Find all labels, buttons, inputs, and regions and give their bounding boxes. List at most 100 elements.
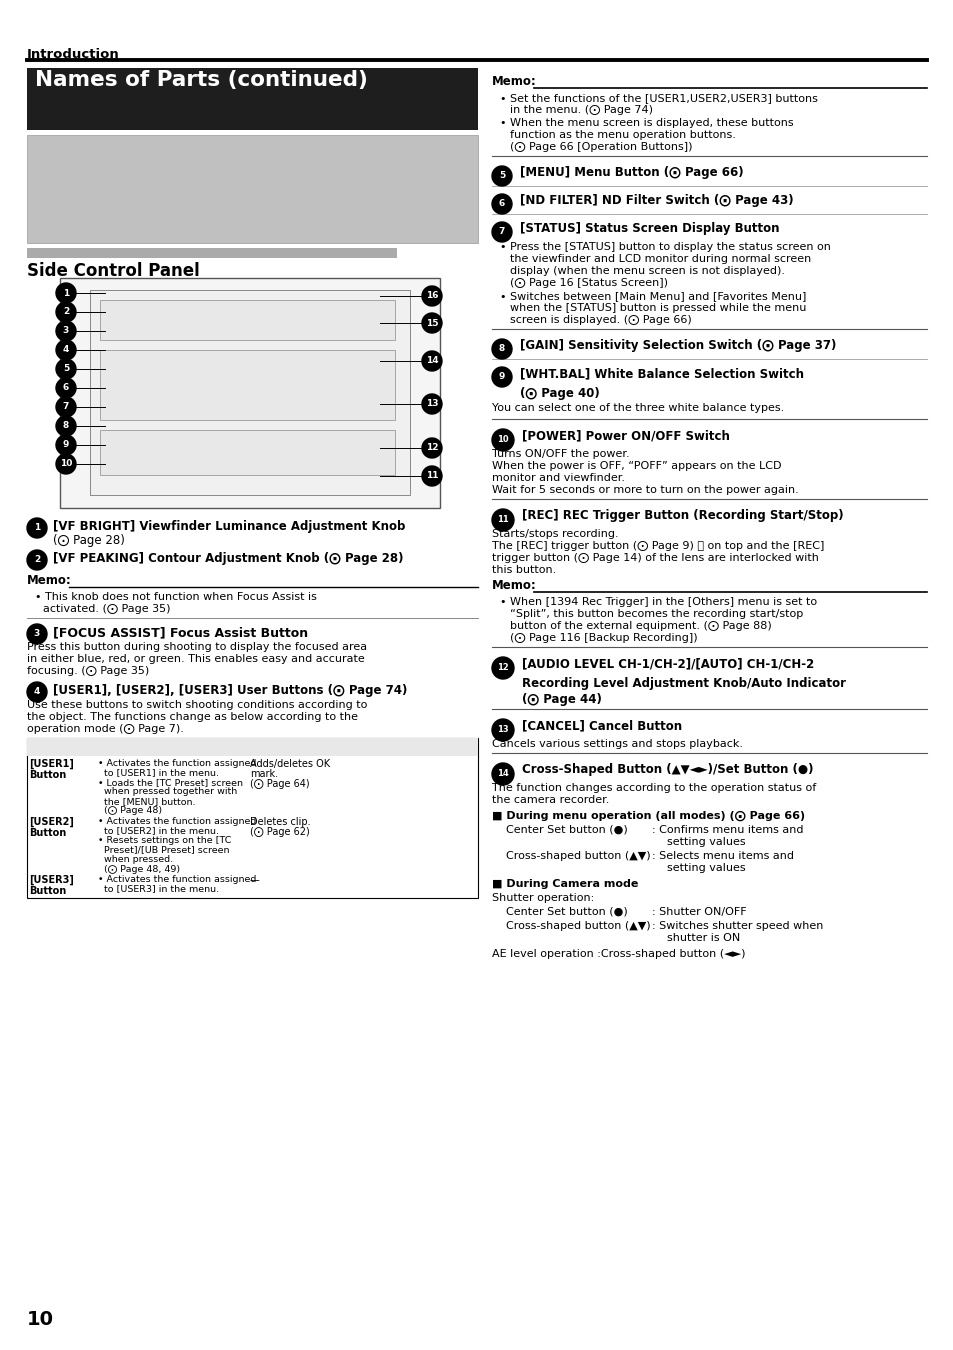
Text: activated. (⨀ Page 35): activated. (⨀ Page 35) xyxy=(43,603,171,614)
Text: shutter is ON: shutter is ON xyxy=(666,933,740,944)
Text: 8: 8 xyxy=(498,344,504,354)
Circle shape xyxy=(27,518,47,539)
Text: • Loads the [TC Preset] screen: • Loads the [TC Preset] screen xyxy=(98,778,243,787)
Text: monitor and viewfinder.: monitor and viewfinder. xyxy=(492,472,624,483)
Text: (⨀ Page 40): (⨀ Page 40) xyxy=(519,387,599,400)
Text: Introduction: Introduction xyxy=(27,49,120,61)
Text: : Switches shutter speed when: : Switches shutter speed when xyxy=(651,921,822,931)
Circle shape xyxy=(56,378,76,398)
Text: Preset]/[UB Preset] screen: Preset]/[UB Preset] screen xyxy=(98,845,230,855)
Text: focusing. (⨀ Page 35): focusing. (⨀ Page 35) xyxy=(27,666,149,676)
Text: Button: Button xyxy=(29,886,66,896)
Text: Memo:: Memo: xyxy=(27,574,71,587)
Text: Memo:: Memo: xyxy=(492,579,537,593)
Text: • Resets settings on the [TC: • Resets settings on the [TC xyxy=(98,836,232,845)
Text: the [MENU] button.: the [MENU] button. xyxy=(98,796,195,806)
Text: : Selects menu items and: : Selects menu items and xyxy=(651,850,793,861)
Text: [VF PEAKING] Contour Adjustment Knob (⨀ Page 28): [VF PEAKING] Contour Adjustment Knob (⨀ … xyxy=(53,552,403,566)
Text: : Confirms menu items and: : Confirms menu items and xyxy=(651,825,802,836)
Circle shape xyxy=(492,194,512,215)
Circle shape xyxy=(492,429,514,451)
Text: the viewfinder and LCD monitor during normal screen: the viewfinder and LCD monitor during no… xyxy=(510,254,810,265)
Text: 11: 11 xyxy=(497,516,508,525)
Bar xyxy=(60,278,439,508)
Circle shape xyxy=(56,435,76,455)
Text: to [USER2] in the menu.: to [USER2] in the menu. xyxy=(98,826,219,836)
Text: During Media Mode: During Media Mode xyxy=(250,740,364,751)
Text: 6: 6 xyxy=(63,383,69,393)
Text: • Set the functions of the [USER1,USER2,USER3] buttons: • Set the functions of the [USER1,USER2,… xyxy=(499,93,817,103)
Bar xyxy=(100,300,395,340)
Text: [VF BRIGHT] Viewfinder Luminance Adjustment Knob: [VF BRIGHT] Viewfinder Luminance Adjustm… xyxy=(53,520,405,533)
Text: trigger button (⨀ Page 14) of the lens are interlocked with: trigger button (⨀ Page 14) of the lens a… xyxy=(492,554,818,563)
Text: (⨀ Page 64): (⨀ Page 64) xyxy=(250,779,310,788)
Text: [GAIN] Sensitivity Selection Switch (⨀ Page 37): [GAIN] Sensitivity Selection Switch (⨀ P… xyxy=(519,339,836,352)
Text: the object. The functions change as below according to the: the object. The functions change as belo… xyxy=(27,711,357,722)
Text: (⨀ Page 116 [Backup Recording]): (⨀ Page 116 [Backup Recording]) xyxy=(510,633,697,643)
Circle shape xyxy=(27,624,47,644)
Text: when pressed.: when pressed. xyxy=(98,855,172,864)
Text: Center Set button (●): Center Set button (●) xyxy=(505,825,627,836)
Text: 11: 11 xyxy=(425,471,437,481)
Text: 4: 4 xyxy=(33,687,40,697)
Text: 13: 13 xyxy=(497,725,508,734)
Text: 12: 12 xyxy=(425,444,437,452)
Circle shape xyxy=(56,454,76,474)
Text: Wait for 5 seconds or more to turn on the power again.: Wait for 5 seconds or more to turn on th… xyxy=(492,485,798,495)
Text: Adds/deletes OK: Adds/deletes OK xyxy=(250,759,330,769)
Text: Recording Level Adjustment Knob/Auto Indicator: Recording Level Adjustment Knob/Auto Ind… xyxy=(521,676,845,690)
Text: AE level operation :Cross-shaped button (◄►): AE level operation :Cross-shaped button … xyxy=(492,949,744,958)
Text: “Split”, this button becomes the recording start/stop: “Split”, this button becomes the recordi… xyxy=(510,609,802,620)
Circle shape xyxy=(56,359,76,379)
Text: [STATUS] Status Screen Display Button: [STATUS] Status Screen Display Button xyxy=(519,221,779,235)
Text: • When the menu screen is displayed, these buttons: • When the menu screen is displayed, the… xyxy=(499,117,793,128)
Text: 3: 3 xyxy=(34,629,40,639)
Text: Center Set button (●): Center Set button (●) xyxy=(505,907,627,917)
Circle shape xyxy=(492,657,514,679)
Text: in either blue, red, or green. This enables easy and accurate: in either blue, red, or green. This enab… xyxy=(27,653,364,664)
Text: 5: 5 xyxy=(63,364,69,374)
Text: 4: 4 xyxy=(63,346,70,355)
Text: • When [1394 Rec Trigger] in the [Others] menu is set to: • When [1394 Rec Trigger] in the [Others… xyxy=(499,597,817,608)
Text: display (when the menu screen is not displayed).: display (when the menu screen is not dis… xyxy=(510,266,784,275)
Text: 5: 5 xyxy=(498,171,504,181)
Text: Button: Button xyxy=(29,828,66,838)
Text: 12: 12 xyxy=(497,663,508,672)
Text: [POWER] Power ON/OFF Switch: [POWER] Power ON/OFF Switch xyxy=(521,429,729,441)
Text: when the [STATUS] button is pressed while the menu: when the [STATUS] button is pressed whil… xyxy=(510,302,805,313)
Bar xyxy=(90,290,410,495)
Circle shape xyxy=(56,302,76,323)
Text: —: — xyxy=(250,875,259,886)
Text: 2: 2 xyxy=(63,308,69,316)
Text: 14: 14 xyxy=(425,356,437,366)
Text: 13: 13 xyxy=(425,400,437,409)
Circle shape xyxy=(492,509,514,531)
Text: the camera recorder.: the camera recorder. xyxy=(492,795,609,805)
Bar xyxy=(27,738,477,756)
Text: • Activates the function assigned: • Activates the function assigned xyxy=(98,817,256,826)
Text: [FOCUS ASSIST] Focus Assist Button: [FOCUS ASSIST] Focus Assist Button xyxy=(53,626,308,639)
Text: Names of Parts (continued): Names of Parts (continued) xyxy=(35,70,368,90)
Text: [USER3]: [USER3] xyxy=(29,875,73,886)
Text: [REC] REC Trigger Button (Recording Start/Stop): [REC] REC Trigger Button (Recording Star… xyxy=(521,509,842,522)
Text: 10: 10 xyxy=(497,436,508,444)
Text: setting values: setting values xyxy=(666,863,745,873)
Circle shape xyxy=(492,339,512,359)
Text: Shutter operation:: Shutter operation: xyxy=(492,892,594,903)
Text: 10: 10 xyxy=(27,1310,54,1328)
Text: [USER1]: [USER1] xyxy=(29,759,73,769)
Text: [WHT.BAL] White Balance Selection Switch: [WHT.BAL] White Balance Selection Switch xyxy=(519,367,803,379)
Text: • Activates the function assigned: • Activates the function assigned xyxy=(98,875,256,884)
Text: operation mode (⨀ Page 7).: operation mode (⨀ Page 7). xyxy=(27,724,184,734)
Text: 15: 15 xyxy=(425,319,437,328)
Text: 14: 14 xyxy=(497,769,508,779)
Text: The [REC] trigger button (⨀ Page 9) ⓕ on top and the [REC]: The [REC] trigger button (⨀ Page 9) ⓕ on… xyxy=(492,541,823,551)
Text: [USER1], [USER2], [USER3] User Buttons (⨀ Page 74): [USER1], [USER2], [USER3] User Buttons (… xyxy=(53,684,407,697)
Text: [MENU] Menu Button (⨀ Page 66): [MENU] Menu Button (⨀ Page 66) xyxy=(519,166,742,180)
Text: 16: 16 xyxy=(425,292,437,301)
Text: • Switches between [Main Menu] and [Favorites Menu]: • Switches between [Main Menu] and [Favo… xyxy=(499,292,805,301)
Text: (⨀ Page 66 [Operation Buttons]): (⨀ Page 66 [Operation Buttons]) xyxy=(510,142,692,153)
Bar xyxy=(27,135,477,243)
Circle shape xyxy=(27,682,47,702)
Text: 9: 9 xyxy=(63,440,70,450)
